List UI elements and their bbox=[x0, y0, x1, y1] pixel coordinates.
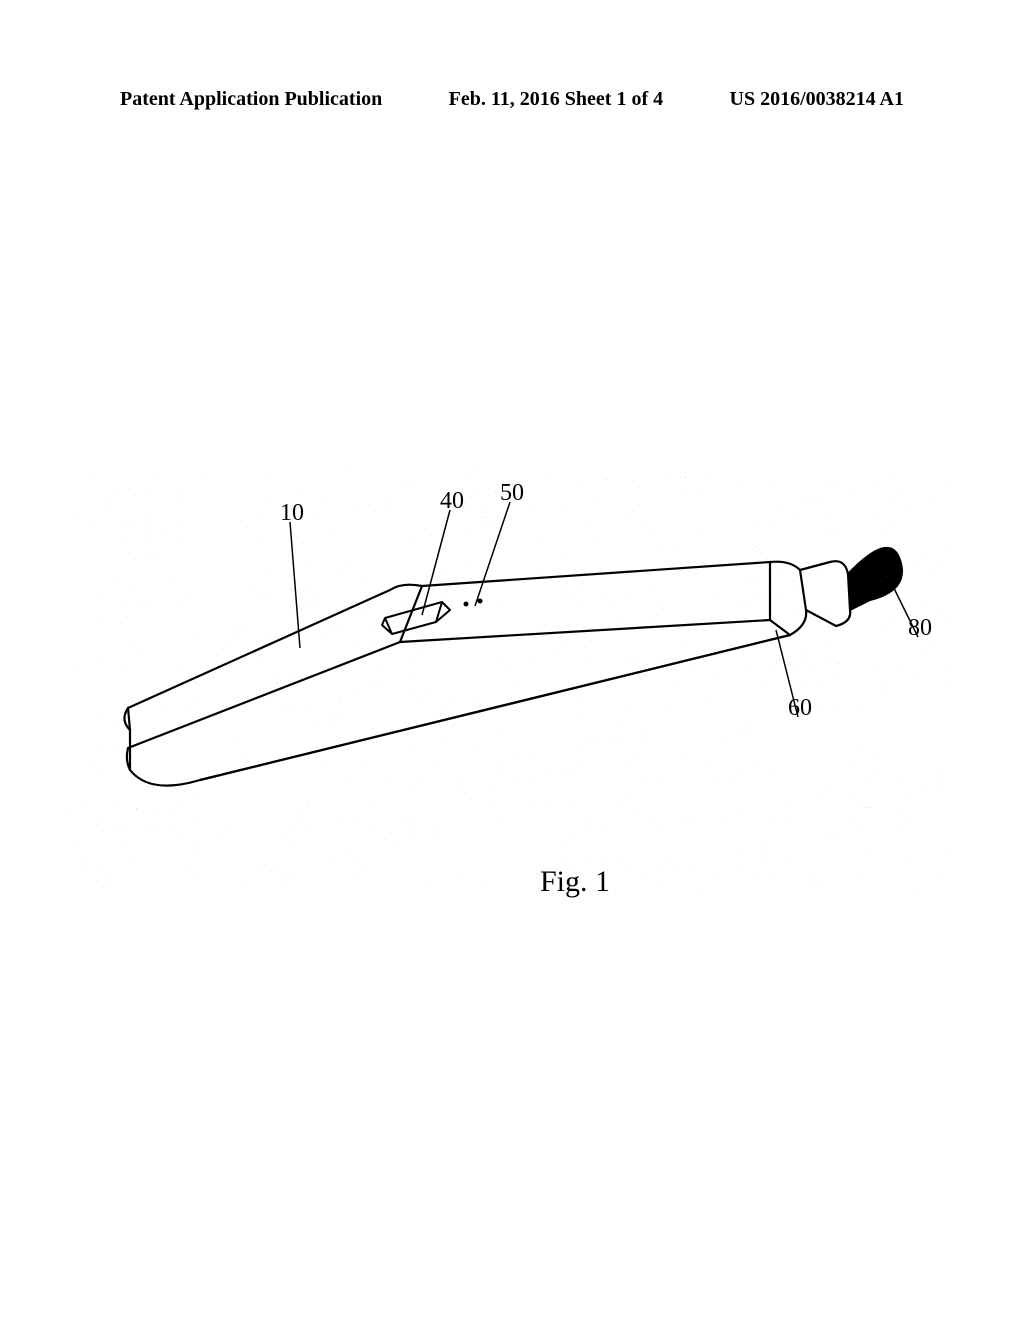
patent-page: Patent Application Publication Feb. 11, … bbox=[0, 0, 1024, 1320]
ref-80: 80 bbox=[908, 615, 932, 642]
device-neck bbox=[800, 561, 850, 626]
header-left: Patent Application Publication bbox=[120, 88, 382, 111]
ref-40: 40 bbox=[440, 488, 464, 515]
device-switch bbox=[382, 602, 450, 634]
device-tip bbox=[848, 548, 902, 610]
page-header: Patent Application Publication Feb. 11, … bbox=[0, 88, 1024, 111]
header-right: US 2016/0038214 A1 bbox=[730, 88, 904, 111]
header-center: Feb. 11, 2016 Sheet 1 of 4 bbox=[449, 88, 663, 111]
figure-svg bbox=[70, 470, 950, 890]
leader-lines bbox=[290, 502, 918, 717]
figure-1: 1040506080 Fig. 1 bbox=[70, 470, 950, 890]
ref-60: 60 bbox=[788, 695, 812, 722]
figure-caption: Fig. 1 bbox=[540, 865, 610, 899]
device-body bbox=[124, 562, 806, 786]
